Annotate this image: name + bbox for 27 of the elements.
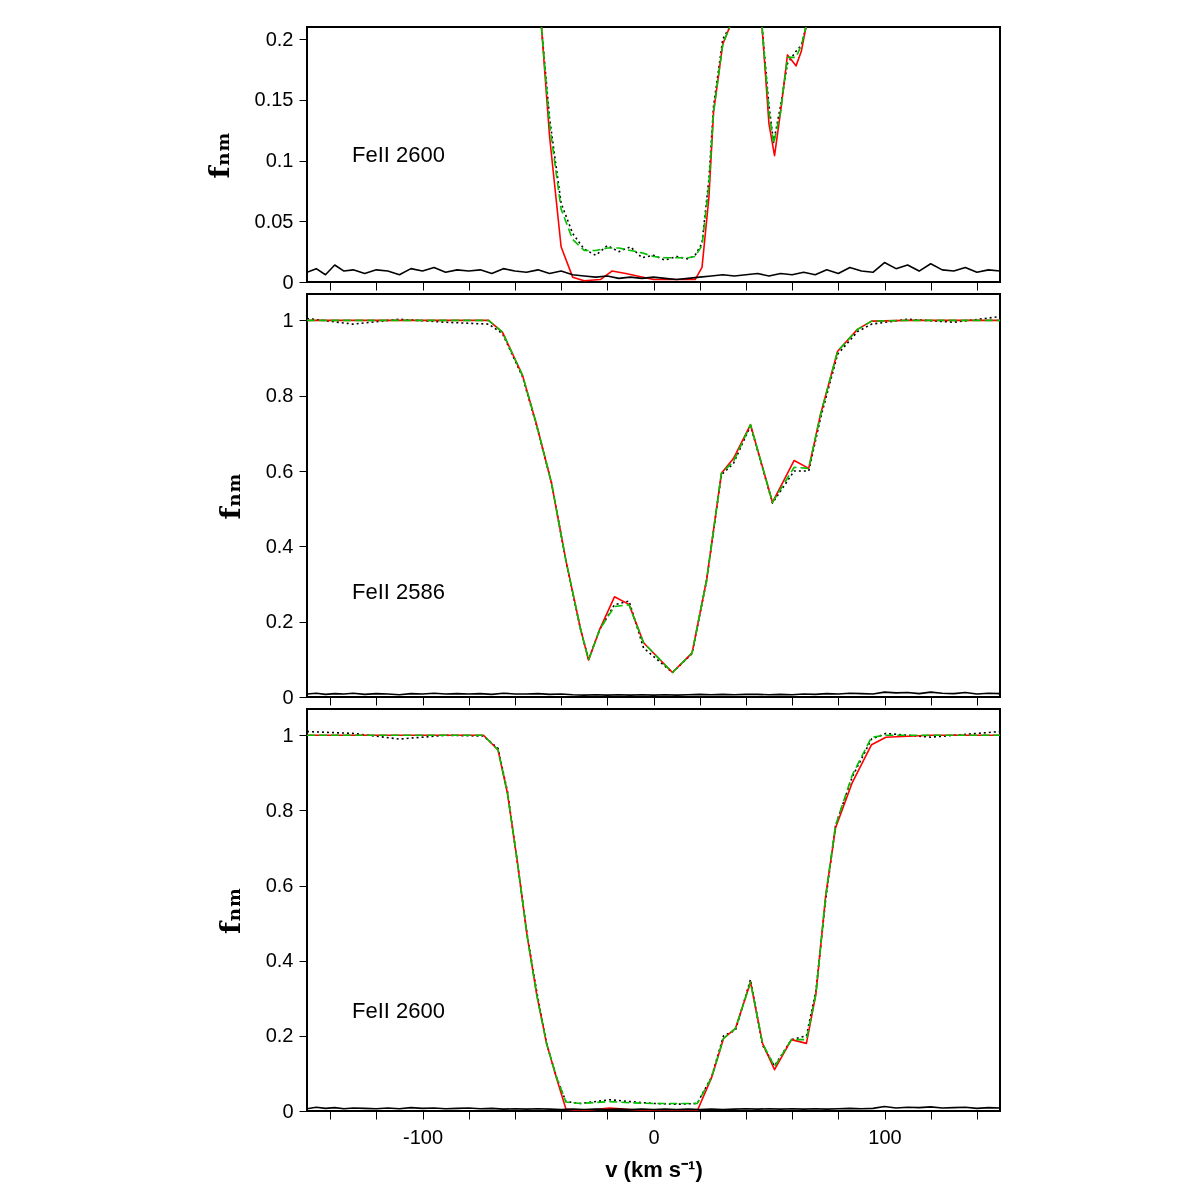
y-tick-label: 0.2 [265,27,294,50]
y-tick-label: 0 [282,685,294,708]
y-tick-label: 0.4 [265,949,294,972]
y-tick-label: 0.15 [254,88,294,111]
y-tick-label: 0.8 [265,798,294,821]
y-tick-label: 0.6 [265,459,294,482]
y-tick-label: 0 [282,1099,294,1122]
y-tick-label: 0.2 [265,1024,294,1047]
y-axis-title: fₙₘ [202,131,236,179]
y-tick-label: 0.2 [265,610,294,633]
x-tick-label: 100 [868,1125,902,1148]
y-tick-label: 0.6 [265,874,294,897]
y-tick-label: 0.4 [265,534,294,557]
y-tick-label: 0.1 [265,149,294,172]
annotation: FeII 2600 [352,997,445,1023]
y-tick-label: 0 [282,270,294,293]
annotation: FeII 2586 [352,579,445,605]
y-tick-label: 1 [282,308,294,331]
x-tick-label: 0 [648,1125,660,1148]
y-tick-label: 0.05 [254,209,294,232]
y-tick-label: 0.8 [265,384,294,407]
y-axis-title: fₙₘ [213,887,247,934]
x-tick-label: -100 [402,1125,444,1148]
y-tick-label: 1 [282,723,294,746]
annotation: FeII 2600 [352,141,445,167]
x-axis-title: v (km s⁻¹) [605,1156,703,1182]
y-axis-title: fₙₘ [213,472,247,520]
